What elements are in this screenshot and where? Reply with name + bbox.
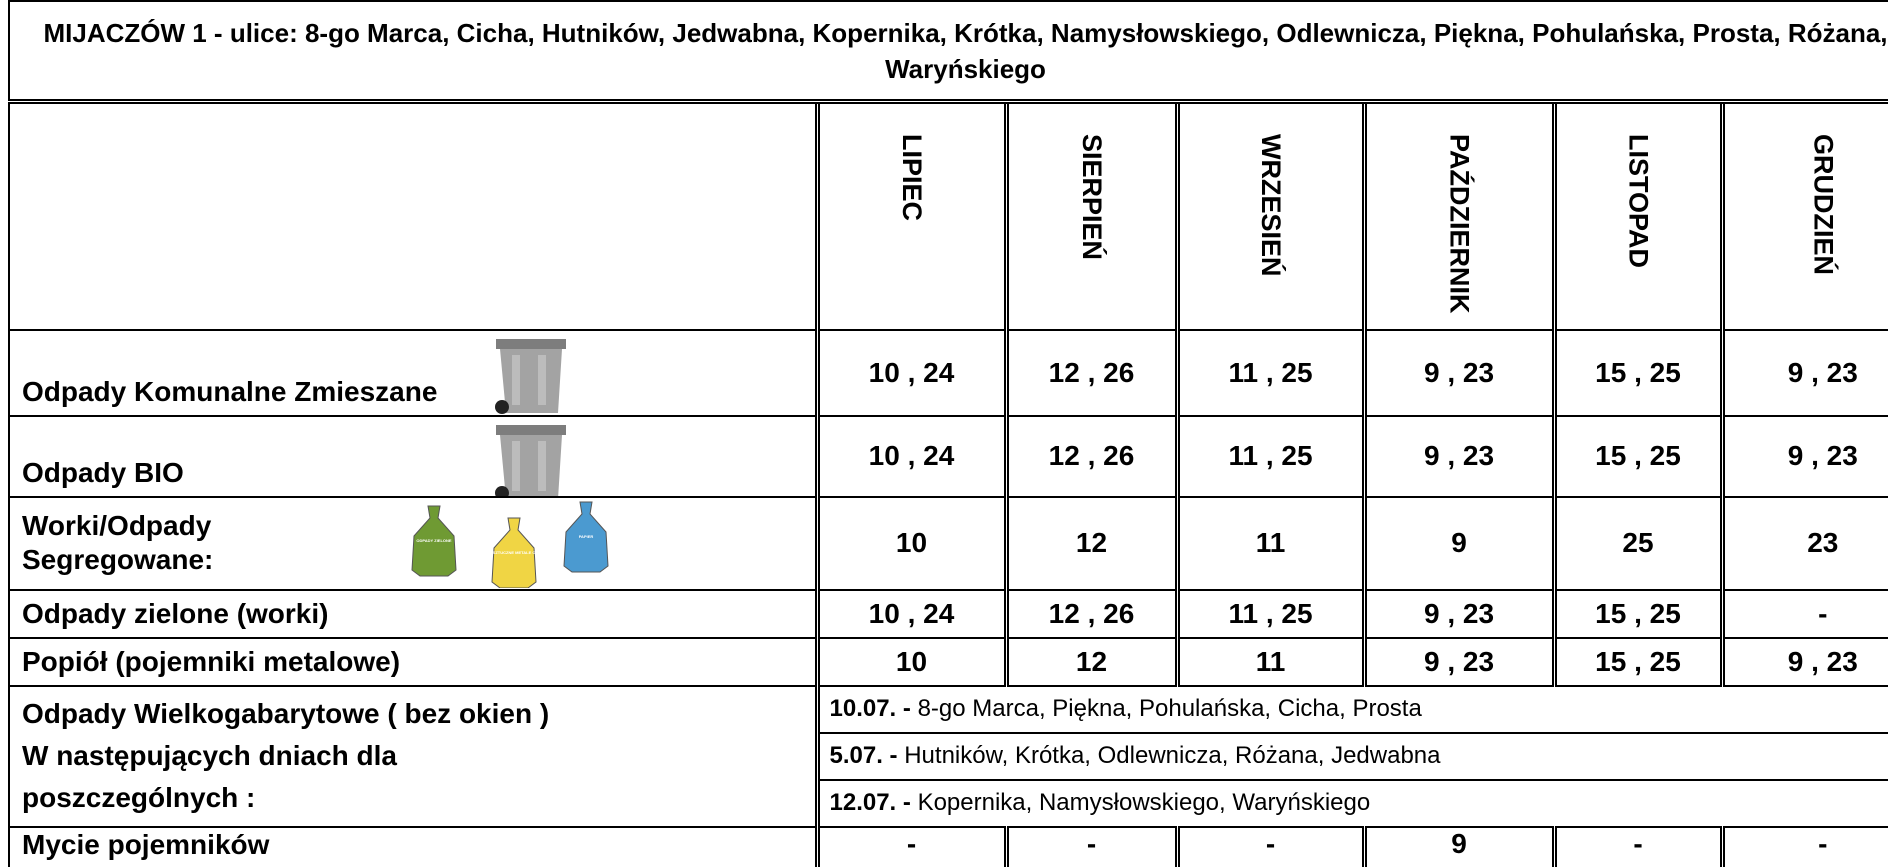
month-label: GRUDZIEŃ <box>1807 134 1838 275</box>
month-header: LIPIEC <box>817 102 1006 330</box>
date-cell: - <box>1006 827 1177 867</box>
header-empty <box>9 102 817 330</box>
date-cell: 9 <box>1364 497 1554 590</box>
row-label: Odpady zielone (worki) <box>9 590 817 638</box>
row-label: Odpady Wielkogabarytowe ( bez okien )W n… <box>9 686 817 827</box>
row-label-line: Mycie pojemników <box>22 828 815 862</box>
date-cell: 9 , 23 <box>1364 416 1554 497</box>
title-row: MIJACZÓW 1 - ulice: 8-go Marca, Cicha, H… <box>9 1 1888 102</box>
row-label-line: Popiół (pojemniki metalowe) <box>22 645 815 679</box>
date-cell: 12 , 26 <box>1006 330 1177 416</box>
schedule-table: MIJACZÓW 1 - ulice: 8-go Marca, Cicha, H… <box>8 0 1888 867</box>
date-cell: - <box>1177 827 1364 867</box>
row-label-line: Odpady Wielkogabarytowe ( bez okien ) <box>22 693 815 735</box>
month-header: WRZESIEŃ <box>1177 102 1364 330</box>
date-cell: 9 , 23 <box>1722 638 1888 686</box>
row-label: Mycie pojemników <box>9 827 817 867</box>
row-label: Odpady Komunalne Zmieszane <box>9 330 817 416</box>
row-label-line: poszczególnych : <box>22 777 815 819</box>
date-cell: 12 <box>1006 497 1177 590</box>
bag-label: ODPADY ZIELONE <box>416 538 452 543</box>
row-label: Popiół (pojemniki metalowe) <box>9 638 817 686</box>
month-header: SIERPIEŃ <box>1006 102 1177 330</box>
date-cell: 15 , 25 <box>1554 330 1722 416</box>
date-cell: 10 <box>817 497 1006 590</box>
bag-label: TWORZYWA SZTUCZNE METALE OPAKOWANIA <box>468 550 560 555</box>
bulky-entry: 10.07. - 8-go Marca, Piękna, Pohulańska,… <box>817 686 1888 733</box>
bulky-date: 5.07. - <box>830 742 898 769</box>
date-cell: - <box>1722 827 1888 867</box>
date-cell: 15 , 25 <box>1554 638 1722 686</box>
date-cell: 12 <box>1006 638 1177 686</box>
month-header: PAŹDZIERNIK <box>1364 102 1554 330</box>
row-label-line: Odpady Komunalne Zmieszane <box>22 375 815 409</box>
row-label-line: W następujących dniach dla <box>22 735 815 777</box>
date-cell: 25 <box>1554 497 1722 590</box>
date-cell: 9 , 23 <box>1364 590 1554 638</box>
month-label: WRZESIEŃ <box>1255 134 1286 277</box>
row-label-line: Odpady BIO <box>22 456 815 490</box>
bulky-date: 12.07. - <box>830 789 911 816</box>
date-cell: 12 , 26 <box>1006 590 1177 638</box>
data-row: Mycie pojemników---9-- <box>9 827 1888 867</box>
date-cell: 9 , 23 <box>1364 638 1554 686</box>
header-row: LIPIEC SIERPIEŃ WRZESIEŃ PAŹDZIERNIK LISTOPA… <box>9 102 1888 330</box>
date-cell: 11 <box>1177 638 1364 686</box>
page: MIJACZÓW 1 - ulice: 8-go Marca, Cicha, H… <box>0 0 1888 867</box>
bulky-entry: 5.07. - Hutników, Krótka, Odlewnicza, Ró… <box>817 733 1888 780</box>
month-label: LISTOPAD <box>1623 134 1654 268</box>
date-cell: 10 , 24 <box>817 416 1006 497</box>
bulky-row: Odpady Wielkogabarytowe ( bez okien )W n… <box>9 686 1888 733</box>
bag-label: PAPIER <box>579 534 594 539</box>
date-cell: 11 , 25 <box>1177 590 1364 638</box>
date-cell: - <box>1554 827 1722 867</box>
row-label-line: Odpady zielone (worki) <box>22 597 815 631</box>
date-cell: 10 , 24 <box>817 590 1006 638</box>
date-cell: 9 <box>1364 827 1554 867</box>
date-cell: 23 <box>1722 497 1888 590</box>
bin-icon <box>490 423 570 497</box>
date-cell: - <box>1722 590 1888 638</box>
month-header: LISTOPAD <box>1554 102 1722 330</box>
month-label: LIPIEC <box>896 134 927 221</box>
date-cell: 11 , 25 <box>1177 416 1364 497</box>
bulky-streets: Kopernika, Namysłowskiego, Waryńskiego <box>918 789 1371 816</box>
date-cell: 15 , 25 <box>1554 416 1722 497</box>
date-cell: 10 <box>817 638 1006 686</box>
bags-icon: ODPADY ZIELONE TWORZYWA SZTUCZNE METALE O… <box>400 500 640 588</box>
date-cell: 15 , 25 <box>1554 590 1722 638</box>
bulky-streets: Hutników, Krótka, Odlewnicza, Różana, Je… <box>904 742 1440 769</box>
date-cell: 9 , 23 <box>1722 416 1888 497</box>
date-cell: 12 , 26 <box>1006 416 1177 497</box>
date-cell: 11 <box>1177 497 1364 590</box>
bin-icon <box>490 337 570 416</box>
month-label: PAŹDZIERNIK <box>1444 134 1475 314</box>
date-cell: - <box>817 827 1006 867</box>
month-header: GRUDZIEŃ <box>1722 102 1888 330</box>
date-cell: 9 , 23 <box>1364 330 1554 416</box>
date-cell: 11 , 25 <box>1177 330 1364 416</box>
month-label: SIERPIEŃ <box>1076 134 1107 260</box>
bulky-streets: 8-go Marca, Piękna, Pohulańska, Cicha, P… <box>918 695 1422 722</box>
title: MIJACZÓW 1 - ulice: 8-go Marca, Cicha, H… <box>9 1 1888 102</box>
bulky-entry: 12.07. - Kopernika, Namysłowskiego, Wary… <box>817 780 1888 827</box>
row-label: Odpady BIO <box>9 416 817 497</box>
date-cell: 10 , 24 <box>817 330 1006 416</box>
bulky-date: 10.07. - <box>830 695 911 722</box>
date-cell: 9 , 23 <box>1722 330 1888 416</box>
